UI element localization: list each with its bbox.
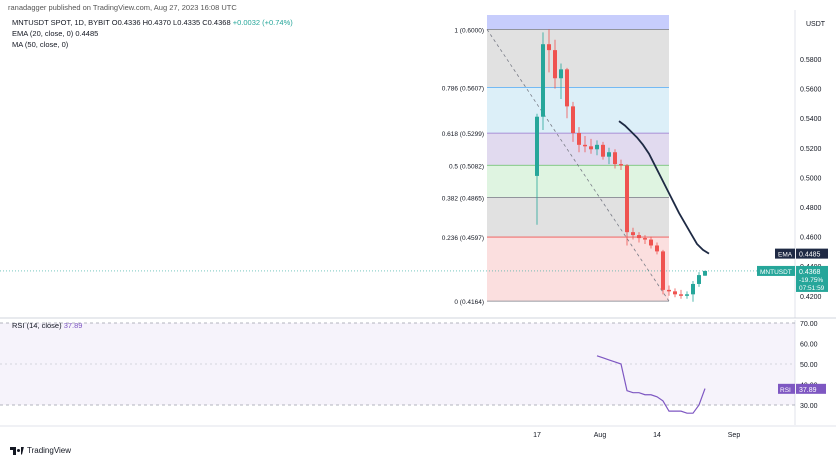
ohlc-values: O0.4336 H0.4370 L0.4335 C0.4368 xyxy=(111,18,231,27)
rsi-legend-value: 37.89 xyxy=(63,321,83,330)
rsi-tick: 50.00 xyxy=(800,362,818,369)
candle-body xyxy=(631,232,635,236)
candle-body xyxy=(613,152,617,165)
candle-body xyxy=(595,144,599,150)
rsi-tick: 30.00 xyxy=(800,403,818,410)
price-tick: 0.4800 xyxy=(800,205,822,212)
price-change: +0.0032 (+0.74%) xyxy=(232,18,293,27)
rsi-line xyxy=(596,355,706,414)
candle-body xyxy=(619,164,623,166)
time-tick: Sep xyxy=(728,432,741,439)
price-badge xyxy=(796,265,828,292)
candle-body xyxy=(589,146,593,150)
rsi-badge-label: RSI xyxy=(780,387,791,394)
fib-zone xyxy=(487,29,669,88)
price-badge-label: MNTUSDT xyxy=(760,269,792,276)
ema-label: EMA (20, close, 0) xyxy=(12,29,74,38)
candle-body xyxy=(691,283,695,295)
candle-body xyxy=(643,238,647,240)
ema-legend[interactable]: EMA (20, close, 0) 0.4485 xyxy=(12,29,98,38)
candle-body xyxy=(577,133,581,145)
price-tick: 0.5000 xyxy=(800,175,822,182)
price-badge-pct: -19.75% xyxy=(799,277,823,284)
fib-level-label: 0.236 (0.4597) xyxy=(442,235,484,242)
fib-level-label: 1 (0.6000) xyxy=(454,27,484,34)
tradingview-logo-icon xyxy=(10,446,24,455)
candle-body xyxy=(535,116,539,176)
candle-body xyxy=(703,270,707,276)
candle-body xyxy=(607,152,611,157)
candle-body xyxy=(565,69,569,107)
fib-zone xyxy=(487,237,669,302)
fib-level-label: 0.5 (0.5082) xyxy=(449,163,484,170)
ema-line xyxy=(618,120,710,255)
candle-body xyxy=(541,44,545,117)
fib-level-label: 0 (0.4164) xyxy=(454,299,484,306)
candle-body xyxy=(655,245,659,252)
candle-body xyxy=(601,144,605,157)
fib-extension-zone xyxy=(487,15,669,30)
time-tick: Aug xyxy=(594,432,607,439)
ema-badge-value: 0.4485 xyxy=(799,252,821,259)
price-tick: 0.5200 xyxy=(800,146,822,153)
symbol-legend: MNTUSDT SPOT, 1D, BYBIT O0.4336 H0.4370 … xyxy=(12,18,293,27)
candle-body xyxy=(685,294,689,296)
candle-body xyxy=(649,239,653,246)
publish-info: ranadagger published on TradingView.com,… xyxy=(8,3,237,12)
rsi-badge-tag xyxy=(778,383,795,394)
fib-level-label: 0.618 (0.5299) xyxy=(442,131,484,138)
fib-zone xyxy=(487,165,669,198)
candle-body xyxy=(553,50,557,79)
price-badge-tag xyxy=(757,265,795,276)
ema-badge xyxy=(796,248,828,259)
price-badge-timer: 07:51:59 xyxy=(799,285,825,292)
candle-body xyxy=(625,165,629,233)
rsi-legend[interactable]: RSI (14, close) 37.89 xyxy=(12,321,82,330)
candle-body xyxy=(679,294,683,296)
price-tick: 0.4200 xyxy=(800,294,822,301)
time-tick: 14 xyxy=(653,432,661,439)
ema-badge-tag xyxy=(775,248,795,259)
ema-badge-label: EMA xyxy=(778,252,793,259)
ma-label: MA (50, close, 0) xyxy=(12,40,69,49)
price-tick: 0.4600 xyxy=(800,235,822,242)
candle-body xyxy=(559,69,563,79)
candle-body xyxy=(637,235,641,239)
tradingview-logo[interactable]: TradingView xyxy=(10,446,71,455)
fib-level-label: 0.382 (0.4865) xyxy=(442,195,484,202)
rsi-badge xyxy=(796,383,826,394)
currency-label: USDT xyxy=(806,21,826,28)
rsi-tick: 70.00 xyxy=(800,321,818,328)
candle-body xyxy=(697,275,701,284)
price-badge-value: 0.4368 xyxy=(799,269,821,276)
fib-trend-line xyxy=(486,29,670,302)
rsi-band xyxy=(0,323,795,405)
candle-body xyxy=(583,144,587,147)
rsi-badge-value: 37.89 xyxy=(799,387,817,394)
candle-body xyxy=(571,106,575,133)
price-tick: 0.5600 xyxy=(800,87,822,94)
rsi-tick: 60.00 xyxy=(800,342,818,349)
candle-body xyxy=(661,251,665,290)
candle-body xyxy=(667,289,671,292)
symbol-line: MNTUSDT SPOT, 1D, BYBIT xyxy=(12,18,110,27)
fib-zone xyxy=(487,87,669,134)
time-tick: 17 xyxy=(533,432,541,439)
candle-body xyxy=(547,44,551,51)
fib-level-label: 0.786 (0.5607) xyxy=(442,86,484,93)
candle-body xyxy=(673,291,677,295)
ma-legend[interactable]: MA (50, close, 0) xyxy=(12,40,68,49)
price-tick: 0.5800 xyxy=(800,57,822,64)
ema-legend-value: 0.4485 xyxy=(75,29,99,38)
tradingview-logo-text: TradingView xyxy=(27,446,72,455)
price-tick: 0.5400 xyxy=(800,116,822,123)
fib-zone xyxy=(487,197,669,238)
rsi-label: RSI (14, close) xyxy=(12,321,62,330)
